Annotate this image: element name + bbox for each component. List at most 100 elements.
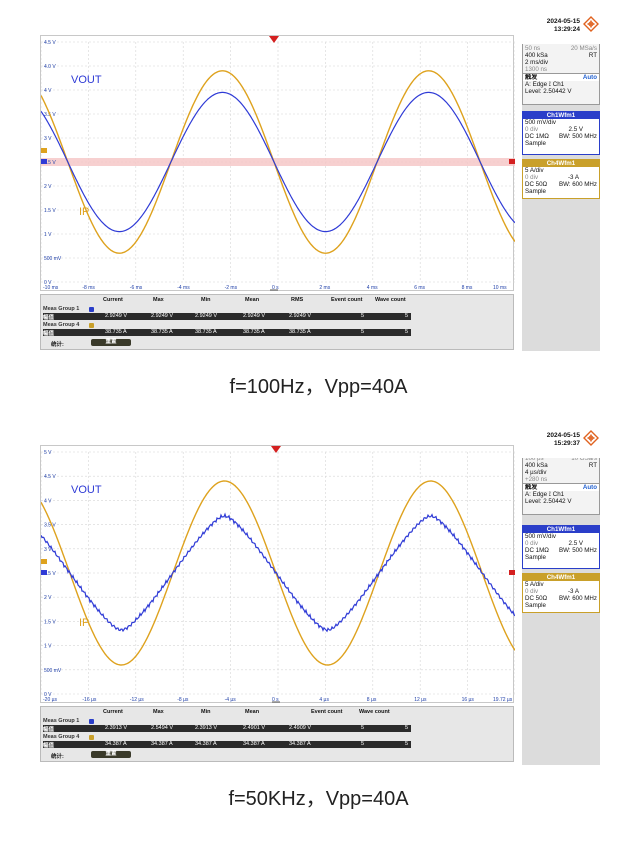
x-tick-label: 10 ms <box>493 285 507 291</box>
meas-row-label: 幅值 <box>43 331 55 337</box>
meas-cell: 34.387 A <box>105 741 127 747</box>
stat-label: 统计: <box>51 754 64 760</box>
ch1-offset-div: 0 div <box>525 126 539 133</box>
x-tick-label: -20 µs <box>43 697 57 703</box>
figure-caption: f=100Hz，Vpp=40A <box>229 376 408 398</box>
timestamp: 2024-05-15 15:29:37 <box>522 428 600 458</box>
ch1-scale: 500 mV/div <box>525 119 556 126</box>
y-tick-label: 1 V <box>44 644 52 650</box>
trigger-mode[interactable]: Auto <box>582 74 597 81</box>
meas-cell: 2.9249 V <box>195 313 218 319</box>
meas-cell: 5 <box>405 329 409 335</box>
trigger-mode[interactable]: Auto <box>582 484 597 491</box>
trigger-level-marker <box>509 570 515 575</box>
x-tick-label: 6 ms <box>414 285 425 291</box>
ip-waveform <box>41 70 515 254</box>
measurement-table: Current Max Min Mean RMS Event count Wav… <box>40 294 514 350</box>
ch4-scale: 5 A/div <box>525 167 544 174</box>
meas-group-1-label: Meas Group 1 <box>43 718 80 724</box>
ip-waveform <box>41 480 515 666</box>
ch1-bandwidth: BW: 500 MHz <box>558 547 597 554</box>
ch1-coupling: DC 1MΩ <box>525 133 549 140</box>
ch4-offset: -3 A <box>567 174 579 181</box>
meas-header-event-count: Event count <box>331 297 363 303</box>
meas-header-row: Current Max Min Mean RMS Event count Wav… <box>41 297 513 305</box>
meas-cell: 34.387 A <box>151 741 173 747</box>
x-tick-label: 19.72 µs <box>493 697 513 703</box>
y-tick-label: 3 V <box>44 136 52 142</box>
y-tick-label: 1 V <box>44 232 52 238</box>
ch4-settings[interactable]: Ch4Wfm1 5 A/div 0 div -3 A DC 50Ω BW: 600 … <box>522 159 600 199</box>
meas-cell: 38.735 A <box>105 329 127 335</box>
trigger-title: 触发 <box>525 74 538 81</box>
vout-waveform <box>41 512 515 633</box>
sample-rate: 20 MSa/s <box>570 45 597 52</box>
trigger-source: A: Edge ⟟ Ch1 <box>525 491 565 498</box>
meas-row-group4: 幅值 38.735 A 38.735 A 38.735 A 38.735 A 3… <box>43 329 411 337</box>
vout-waveform <box>41 91 515 233</box>
ch1-coupling: DC 1MΩ <box>525 547 549 554</box>
y-tick-label: 500 mV <box>44 256 62 262</box>
record-length: 400 kSa <box>525 52 548 59</box>
x-tick-label: -4 ms <box>177 285 190 291</box>
trigger-marker-icon <box>269 36 279 43</box>
rohde-schwarz-logo-icon <box>583 430 599 446</box>
measurement-table: Current Max Min Mean Event count Wave co… <box>40 706 514 762</box>
meas-row-group1: 幅值 2.9249 V 2.9249 V 2.9249 V 2.9249 V 2… <box>43 313 411 321</box>
y-tick-label: 2 V <box>44 184 52 190</box>
meas-cell: 2.3913 V <box>105 725 128 731</box>
ch1-color-dot <box>89 307 94 312</box>
ch1-offset-marker <box>41 159 47 164</box>
meas-cell: 34.387 A <box>195 741 217 747</box>
ch4-settings[interactable]: Ch4Wfm1 5 A/div 0 div -3 A DC 50Ω BW: 600 … <box>522 573 600 613</box>
ch1-scale: 500 mV/div <box>525 533 556 540</box>
meas-cell: 2.9249 V <box>105 313 128 319</box>
x-tick-label: -8 ms <box>82 285 95 291</box>
y-tick-label: 5 V <box>44 450 52 456</box>
meas-header-min: Min <box>201 709 211 715</box>
meas-header-rms: RMS <box>291 297 304 303</box>
x-tick-label: -16 µs <box>82 697 96 703</box>
ch4-offset-div: 0 div <box>525 588 539 595</box>
meas-cell: 5 <box>361 741 365 747</box>
ch1-settings[interactable]: Ch1Wfm1 500 mV/div 0 div 2.5 V DC 1MΩ BW: … <box>522 525 600 569</box>
rohde-schwarz-logo-icon <box>583 16 599 32</box>
meas-header-row: Current Max Min Mean Event count Wave co… <box>41 709 513 717</box>
ch4-scale: 5 A/div <box>525 581 544 588</box>
timestamp-date: 2024-05-15 <box>546 18 580 25</box>
ch4-mode: Sample <box>525 602 546 609</box>
y-tick-label: 3.5 V <box>44 523 56 529</box>
meas-group-4-label: Meas Group 4 <box>43 734 80 740</box>
meas-row-label: 幅值 <box>43 727 55 733</box>
meas-cell: 2.4909 V <box>289 725 312 731</box>
waveform-canvas: 4.5 V4.0 V4 V3.5 V3 V2.5 V2 V1.5 V1 V500… <box>41 36 515 291</box>
ch4-title: Ch4Wfm1 <box>523 160 599 167</box>
timestamp: 2024-05-15 13:29:24 <box>522 14 600 44</box>
y-tick-label: 0 V <box>44 280 52 286</box>
trigger-level-marker <box>509 159 515 164</box>
meas-row-group1: 幅值 2.3913 V 2.5494 V 2.3913 V 2.4901 V 2… <box>43 725 411 733</box>
x-tick-label: -2 ms <box>225 285 238 291</box>
reference-band <box>41 158 515 166</box>
trigger-title: 触发 <box>525 484 538 491</box>
ch1-settings[interactable]: Ch1Wfm1 500 mV/div 0 div 2.5 V DC 1MΩ BW: … <box>522 111 600 155</box>
meas-cell: 38.735 A <box>243 329 265 335</box>
meas-cell: 5 <box>405 313 409 319</box>
x-tick-label: 8 µs <box>367 697 377 703</box>
y-tick-label: 0 V <box>44 692 52 698</box>
x-tick-label: -12 µs <box>130 697 144 703</box>
x-tick-label: 4 ms <box>367 285 378 291</box>
meas-cell: 38.735 A <box>289 329 311 335</box>
reset-button[interactable]: 重置 <box>91 751 131 758</box>
meas-cell: 2.3913 V <box>195 725 218 731</box>
meas-cell: 34.387 A <box>243 741 265 747</box>
record-length: 400 kSa <box>525 462 548 469</box>
stat-label: 统计: <box>51 342 64 348</box>
ip-label: IP <box>79 206 89 218</box>
reset-button[interactable]: 重置 <box>91 339 131 346</box>
vout-label: VOUT <box>71 74 102 86</box>
